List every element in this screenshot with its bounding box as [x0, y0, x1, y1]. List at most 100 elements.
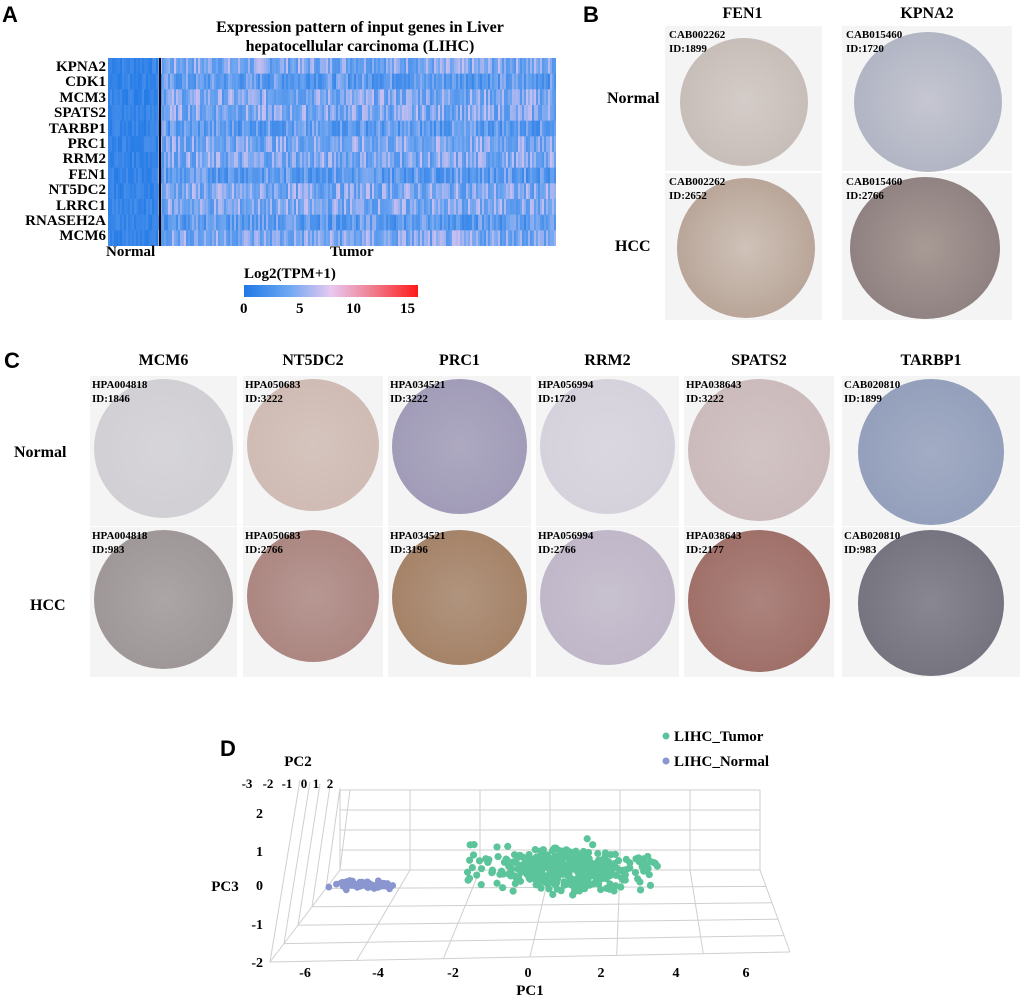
heatmap-cell: [274, 152, 277, 168]
heatmap-cell: [342, 230, 345, 246]
core-label: CAB015460 ID:2766: [846, 175, 902, 203]
heatmap-cell: [148, 183, 151, 200]
heatmap-cell: [376, 136, 379, 153]
heatmap-cell: [188, 152, 191, 168]
heatmap-cell: [278, 152, 281, 168]
heatmap-cell: [310, 105, 313, 121]
heatmap-cell: [200, 136, 203, 153]
heatmap-cell: [394, 136, 397, 153]
heatmap-cell: [146, 120, 149, 137]
tissue-core-image: [247, 379, 379, 511]
heatmap-cell: [216, 136, 219, 153]
heatmap-cell: [430, 136, 433, 153]
heatmap-cell: [526, 73, 529, 90]
heatmap-cell: [166, 89, 169, 106]
heatmap-cell: [152, 136, 155, 153]
heatmap-cell: [190, 136, 193, 153]
heatmap-cell: [414, 214, 417, 231]
heatmap-cell: [174, 58, 177, 74]
heatmap-cell: [356, 58, 359, 74]
heatmap-cell: [434, 230, 437, 246]
heatmap-cell: [156, 214, 159, 231]
heatmap-cell: [418, 152, 421, 168]
heatmap-cell: [364, 58, 367, 74]
heatmap-cell: [338, 89, 341, 106]
heatmap-cell: [208, 199, 211, 215]
heatmap-cell: [484, 120, 487, 137]
heatmap-cell: [130, 230, 133, 246]
heatmap-cell: [406, 89, 409, 106]
heatmap-cell: [172, 89, 175, 106]
heatmap-cell: [112, 120, 115, 137]
pca-y-label: PC3: [211, 879, 239, 895]
heatmap-cell: [472, 152, 475, 168]
heatmap-cell: [234, 136, 237, 153]
heatmap-cell: [482, 199, 485, 215]
heatmap-cell: [436, 152, 439, 168]
heatmap-cell: [482, 152, 485, 168]
heatmap-cell: [500, 105, 503, 121]
heatmap-cell: [416, 73, 419, 90]
heatmap-cell: [250, 73, 253, 90]
heatmap-cell: [240, 136, 243, 153]
heatmap-cell: [144, 105, 147, 121]
heatmap-cell: [250, 58, 253, 74]
heatmap-cell: [486, 73, 489, 90]
heatmap-cell: [526, 199, 529, 215]
heatmap-cell: [480, 105, 483, 121]
heatmap-cell: [368, 136, 371, 153]
heatmap-cell: [328, 183, 331, 200]
heatmap-cell: [550, 120, 553, 137]
heatmap-cell: [258, 120, 261, 137]
heatmap-cell: [344, 152, 347, 168]
heatmap-cell: [490, 214, 493, 231]
heatmap-cell: [496, 230, 499, 246]
heatmap-cell: [374, 214, 377, 231]
heatmap-cell: [290, 152, 293, 168]
heatmap-cell: [110, 214, 113, 231]
heatmap-cell: [520, 152, 523, 168]
heatmap-cell: [144, 214, 147, 231]
heatmap-cell: [354, 105, 357, 121]
heatmap-cell: [436, 214, 439, 231]
heatmap-cell: [502, 136, 505, 153]
heatmap-cell: [134, 73, 137, 90]
heatmap-cell: [474, 136, 477, 153]
heatmap-cell: [140, 120, 143, 137]
heatmap-cell: [480, 167, 483, 184]
heatmap-cell: [334, 167, 337, 184]
heatmap-cell: [186, 214, 189, 231]
heatmap-cell: [526, 89, 529, 106]
heatmap-cell: [248, 120, 251, 137]
heatmap-cell: [228, 167, 231, 184]
heatmap-cell: [370, 199, 373, 215]
heatmap-cell: [118, 199, 121, 215]
pca-z-tick: 1: [313, 776, 320, 791]
heatmap-cell: [396, 152, 399, 168]
grid-line: [283, 781, 311, 944]
heatmap-cell: [414, 199, 417, 215]
heatmap-cell: [374, 105, 377, 121]
heatmap-cell: [320, 89, 323, 106]
heatmap-cell: [136, 89, 139, 106]
heatmap-cell: [146, 199, 149, 215]
heatmap-cell: [224, 136, 227, 153]
heatmap-cell: [412, 89, 415, 106]
heatmap-cell: [308, 58, 311, 74]
heatmap-cell: [380, 214, 383, 231]
heatmap-cell: [514, 230, 517, 246]
heatmap-cell: [554, 89, 556, 106]
heatmap-cell: [272, 214, 275, 231]
heatmap-cell: [460, 105, 463, 121]
heatmap-cell: [526, 152, 529, 168]
heatmap-cell: [112, 230, 115, 246]
heatmap-cell: [222, 183, 225, 200]
heatmap-cell: [242, 73, 245, 90]
heatmap-cell: [184, 120, 187, 137]
heatmap-cell: [346, 230, 349, 246]
heatmap-cell: [406, 120, 409, 137]
heatmap-cell: [194, 89, 197, 106]
heatmap-cell: [542, 89, 545, 106]
heatmap-cell: [182, 152, 185, 168]
heatmap-cell: [366, 120, 369, 137]
